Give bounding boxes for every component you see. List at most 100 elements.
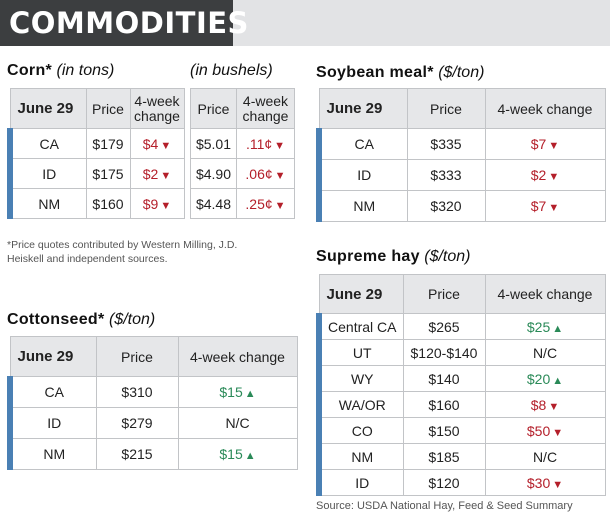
- corn-footnote: *Price quotes contributed by Western Mil…: [7, 239, 238, 265]
- corn-bushels-table: Price 4-week change $5.01 .11¢ ▼ $4.90 .0…: [190, 88, 295, 219]
- down-arrow-icon: ▼: [274, 199, 286, 212]
- hay-change: $8: [530, 396, 547, 413]
- hay-change-cell: $50 ▼: [484, 417, 606, 444]
- corn-change: $9: [142, 195, 159, 212]
- cottonseed-change: $15: [219, 384, 243, 400]
- table-row: CO $150 $50 ▼: [316, 417, 606, 444]
- hay-header-price: Price: [402, 274, 486, 314]
- corn-unit-tons: (in tons): [56, 62, 115, 79]
- hay-price: $265: [402, 313, 486, 340]
- hay-change: $30: [526, 474, 551, 491]
- page-title: COMMODITIES: [0, 0, 248, 46]
- hay-price: $160: [402, 391, 486, 418]
- corn-price2: $5.01: [190, 128, 237, 159]
- cottonseed-change: $15: [219, 446, 243, 462]
- hay-change: $50: [526, 422, 551, 439]
- hay-loc: WA/OR: [316, 391, 404, 418]
- table-row: CA $335 $7 ▼: [316, 128, 606, 160]
- hay-change-cell: $30 ▼: [484, 469, 606, 496]
- corn-change-cell: $4 ▼: [129, 128, 185, 159]
- corn-price2: $4.90: [190, 158, 237, 189]
- table-row: $4.48 .25¢ ▼: [190, 188, 295, 219]
- cottonseed-change-cell: N/C: [177, 407, 298, 439]
- table-row: NM $160 $9 ▼: [7, 188, 185, 219]
- soybean-price: $335: [406, 128, 486, 160]
- hay-loc: ID: [316, 469, 404, 496]
- hay-price: $120: [402, 469, 486, 496]
- down-arrow-icon: ▼: [552, 478, 564, 491]
- corn-price: $160: [85, 188, 131, 219]
- cottonseed-loc: ID: [7, 407, 97, 439]
- cottonseed-price: $310: [95, 376, 179, 408]
- up-arrow-icon: ▲: [552, 322, 564, 335]
- soybean-change: $7: [530, 198, 547, 214]
- down-arrow-icon: ▼: [160, 169, 172, 182]
- corn-change2: .11¢: [245, 135, 273, 152]
- corn-loc: CA: [7, 128, 87, 159]
- hay-price: $120-$140: [402, 339, 486, 366]
- soybean-header-date: June 29: [318, 88, 408, 129]
- cottonseed-change-cell: $15 ▲: [177, 376, 298, 408]
- hay-source: Source: USDA National Hay, Feed & Seed S…: [316, 500, 573, 512]
- soybean-price: $333: [406, 159, 486, 191]
- cottonseed-price: $279: [95, 407, 179, 439]
- hay-price: $150: [402, 417, 486, 444]
- hay-change: N/C: [532, 448, 558, 465]
- corn-change: $2: [142, 165, 159, 182]
- hay-price: $140: [402, 365, 486, 392]
- corn-loc: ID: [7, 158, 87, 189]
- corn-change2: .06¢: [245, 165, 273, 182]
- cottonseed-loc: NM: [7, 438, 97, 470]
- corn-bushels-header-row: Price 4-week change: [190, 88, 295, 129]
- cottonseed-change-cell: $15 ▲: [177, 438, 298, 470]
- table-row: ID $279 N/C: [7, 407, 298, 439]
- hay-header-row: June 29 Price 4-week change: [318, 274, 606, 314]
- corn-header-price2: Price: [190, 88, 237, 129]
- hay-change-cell: N/C: [484, 443, 606, 470]
- table-row: NM $320 $7 ▼: [316, 190, 606, 222]
- table-row: CA $179 $4 ▼: [7, 128, 185, 159]
- corn-tons-table: June 29 Price 4-week change CA $179 $4 ▼ …: [7, 88, 185, 219]
- table-row: NM $215 $15 ▲: [7, 438, 298, 470]
- table-row: WA/OR $160 $8 ▼: [316, 391, 606, 418]
- hay-change: $20: [526, 370, 551, 387]
- corn-unit-bushels-label: (in bushels): [190, 62, 273, 80]
- table-row: CA $310 $15 ▲: [7, 376, 298, 408]
- down-arrow-icon: ▼: [160, 139, 172, 152]
- hay-loc: Central CA: [316, 313, 404, 340]
- corn-change-cell: $2 ▼: [129, 158, 185, 189]
- down-arrow-icon: ▼: [548, 400, 560, 413]
- corn-price2: $4.48: [190, 188, 237, 219]
- hay-unit: ($/ton): [424, 248, 471, 265]
- table-row: ID $175 $2 ▼: [7, 158, 185, 189]
- cottonseed-unit: ($/ton): [108, 311, 156, 328]
- down-arrow-icon: ▼: [274, 139, 286, 152]
- down-arrow-icon: ▼: [548, 171, 560, 183]
- soybean-change-cell: $7 ▼: [484, 190, 606, 222]
- cottonseed-price: $215: [95, 438, 179, 470]
- hay-change: N/C: [532, 344, 558, 361]
- corn-change2-cell: .06¢ ▼: [236, 158, 295, 189]
- hay-change-cell: $8 ▼: [484, 391, 606, 418]
- up-arrow-icon: ▲: [244, 388, 256, 400]
- down-arrow-icon: ▼: [274, 169, 286, 182]
- soybean-loc: CA: [316, 128, 408, 160]
- hay-loc: CO: [316, 417, 404, 444]
- corn-price: $179: [85, 128, 131, 159]
- corn-change2-cell: .25¢ ▼: [236, 188, 295, 219]
- hay-change-cell: N/C: [484, 339, 606, 366]
- soybean-header-change: 4-week change: [484, 88, 606, 129]
- cottonseed-title-text: Cottonseed*: [7, 311, 105, 328]
- corn-title-text: Corn*: [7, 62, 53, 79]
- corn-header-change: 4-week change: [129, 88, 185, 129]
- corn-title: Corn* (in tons): [7, 62, 114, 80]
- corn-header-change2: 4-week change: [236, 88, 295, 129]
- hay-title-text: Supreme hay: [316, 248, 420, 265]
- corn-unit-bushels: (in bushels): [190, 62, 273, 79]
- soybean-title-text: Soybean meal*: [316, 64, 434, 81]
- table-row: $5.01 .11¢ ▼: [190, 128, 295, 159]
- corn-change-cell: $9 ▼: [129, 188, 185, 219]
- soybean-title: Soybean meal* ($/ton): [316, 64, 484, 82]
- table-row: NM $185 N/C: [316, 443, 606, 470]
- table-row: Central CA $265 $25 ▲: [316, 313, 606, 340]
